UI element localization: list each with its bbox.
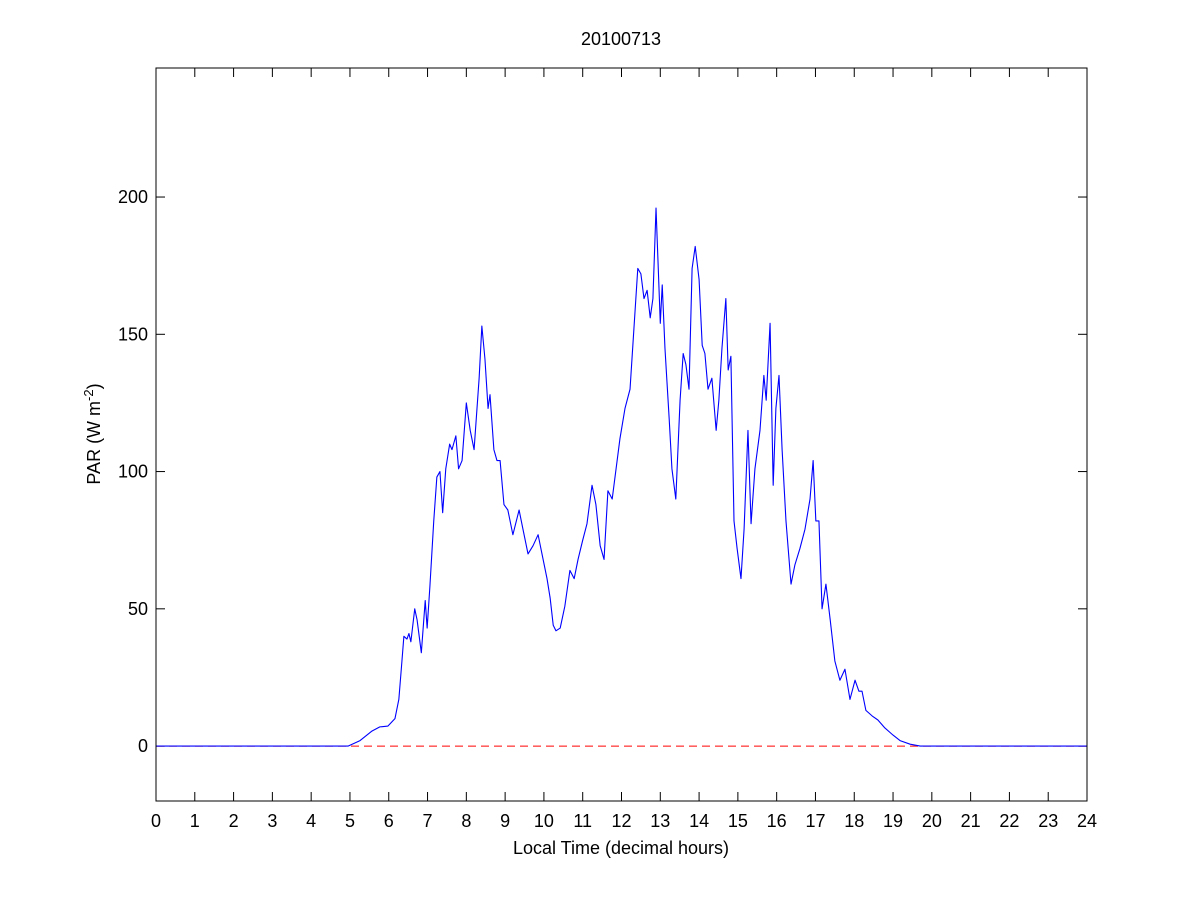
y-axis-label: PAR (W m-2)	[81, 383, 104, 484]
chart-title: 20100713	[581, 29, 661, 49]
y-axis-label-sup: -2	[81, 389, 96, 401]
x-tick-label: 15	[728, 811, 748, 831]
x-tick-label: 1	[190, 811, 200, 831]
x-tick-label: 13	[650, 811, 670, 831]
x-tick-label: 14	[689, 811, 709, 831]
x-tick-label: 17	[805, 811, 825, 831]
y-axis-label-main: PAR (W m	[84, 401, 104, 485]
data-line	[156, 207, 1087, 747]
x-tick-label: 8	[461, 811, 471, 831]
x-tick-label: 16	[767, 811, 787, 831]
y-axis-label-end: )	[84, 383, 104, 389]
x-tick-label: 18	[844, 811, 864, 831]
plot-frame	[155, 67, 1088, 802]
x-tick-label: 19	[883, 811, 903, 831]
x-tick-label: 11	[573, 811, 592, 831]
x-tick-label: 24	[1077, 811, 1097, 831]
x-tick-label: 3	[267, 811, 277, 831]
x-tick-label: 6	[384, 811, 394, 831]
x-tick-label: 23	[1038, 811, 1058, 831]
x-tick-label: 12	[611, 811, 631, 831]
x-tick-label: 20	[922, 811, 942, 831]
x-tick-label: 10	[534, 811, 554, 831]
y-tick-label: 0	[138, 736, 148, 756]
x-tick-label: 22	[999, 811, 1019, 831]
x-tick-label: 21	[961, 811, 981, 831]
x-tick-label: 7	[423, 811, 433, 831]
y-tick-label: 150	[118, 324, 148, 344]
y-tick-label: 50	[128, 599, 148, 619]
x-tick-label: 5	[345, 811, 355, 831]
x-tick-label: 2	[229, 811, 239, 831]
x-tick-label: 0	[151, 811, 161, 831]
y-tick-label: 100	[118, 462, 148, 482]
x-axis-label: Local Time (decimal hours)	[513, 838, 729, 858]
x-tick-label: 9	[500, 811, 510, 831]
x-tick-label: 4	[306, 811, 316, 831]
y-tick-label: 200	[118, 187, 148, 207]
